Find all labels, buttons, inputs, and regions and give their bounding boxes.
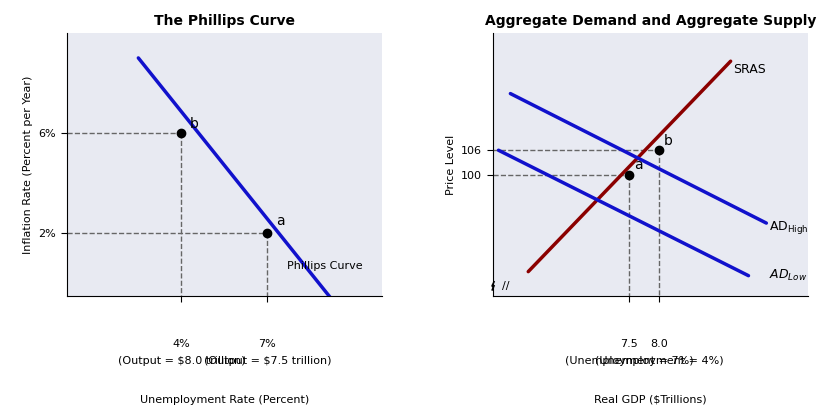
Text: a: a xyxy=(634,159,643,173)
Title: The Phillips Curve: The Phillips Curve xyxy=(154,14,295,28)
Text: (Unemployment = 7%): (Unemployment = 7%) xyxy=(565,356,694,365)
Text: 4%: 4% xyxy=(172,339,190,349)
Y-axis label: Inflation Rate (Percent per Year): Inflation Rate (Percent per Year) xyxy=(23,75,33,254)
Text: 8.0: 8.0 xyxy=(651,339,668,349)
Text: 7.5: 7.5 xyxy=(621,339,638,349)
Title: Aggregate Demand and Aggregate Supply: Aggregate Demand and Aggregate Supply xyxy=(485,14,816,28)
Text: $\mathregular{AD_{High}}$: $\mathregular{AD_{High}}$ xyxy=(770,219,809,236)
Text: a: a xyxy=(276,214,285,228)
Text: Unemployment Rate (Percent): Unemployment Rate (Percent) xyxy=(140,395,309,404)
Text: $\mathregular{AD_{Low}}$: $\mathregular{AD_{Low}}$ xyxy=(770,268,808,283)
Text: (Output = $7.5 trillion): (Output = $7.5 trillion) xyxy=(203,356,332,365)
Text: (Output = $8.0 trillion): (Output = $8.0 trillion) xyxy=(117,356,245,365)
Text: b: b xyxy=(190,117,199,131)
Text: 7%: 7% xyxy=(258,339,277,349)
Text: b: b xyxy=(664,134,673,148)
Text: //: // xyxy=(501,281,509,291)
Text: SRAS: SRAS xyxy=(734,63,766,76)
Text: (Unemployment = 4%): (Unemployment = 4%) xyxy=(595,356,724,365)
Text: Phillips Curve: Phillips Curve xyxy=(287,261,362,271)
Y-axis label: Price Level: Price Level xyxy=(446,134,456,194)
Text: Real GDP ($Trillions): Real GDP ($Trillions) xyxy=(594,395,706,404)
